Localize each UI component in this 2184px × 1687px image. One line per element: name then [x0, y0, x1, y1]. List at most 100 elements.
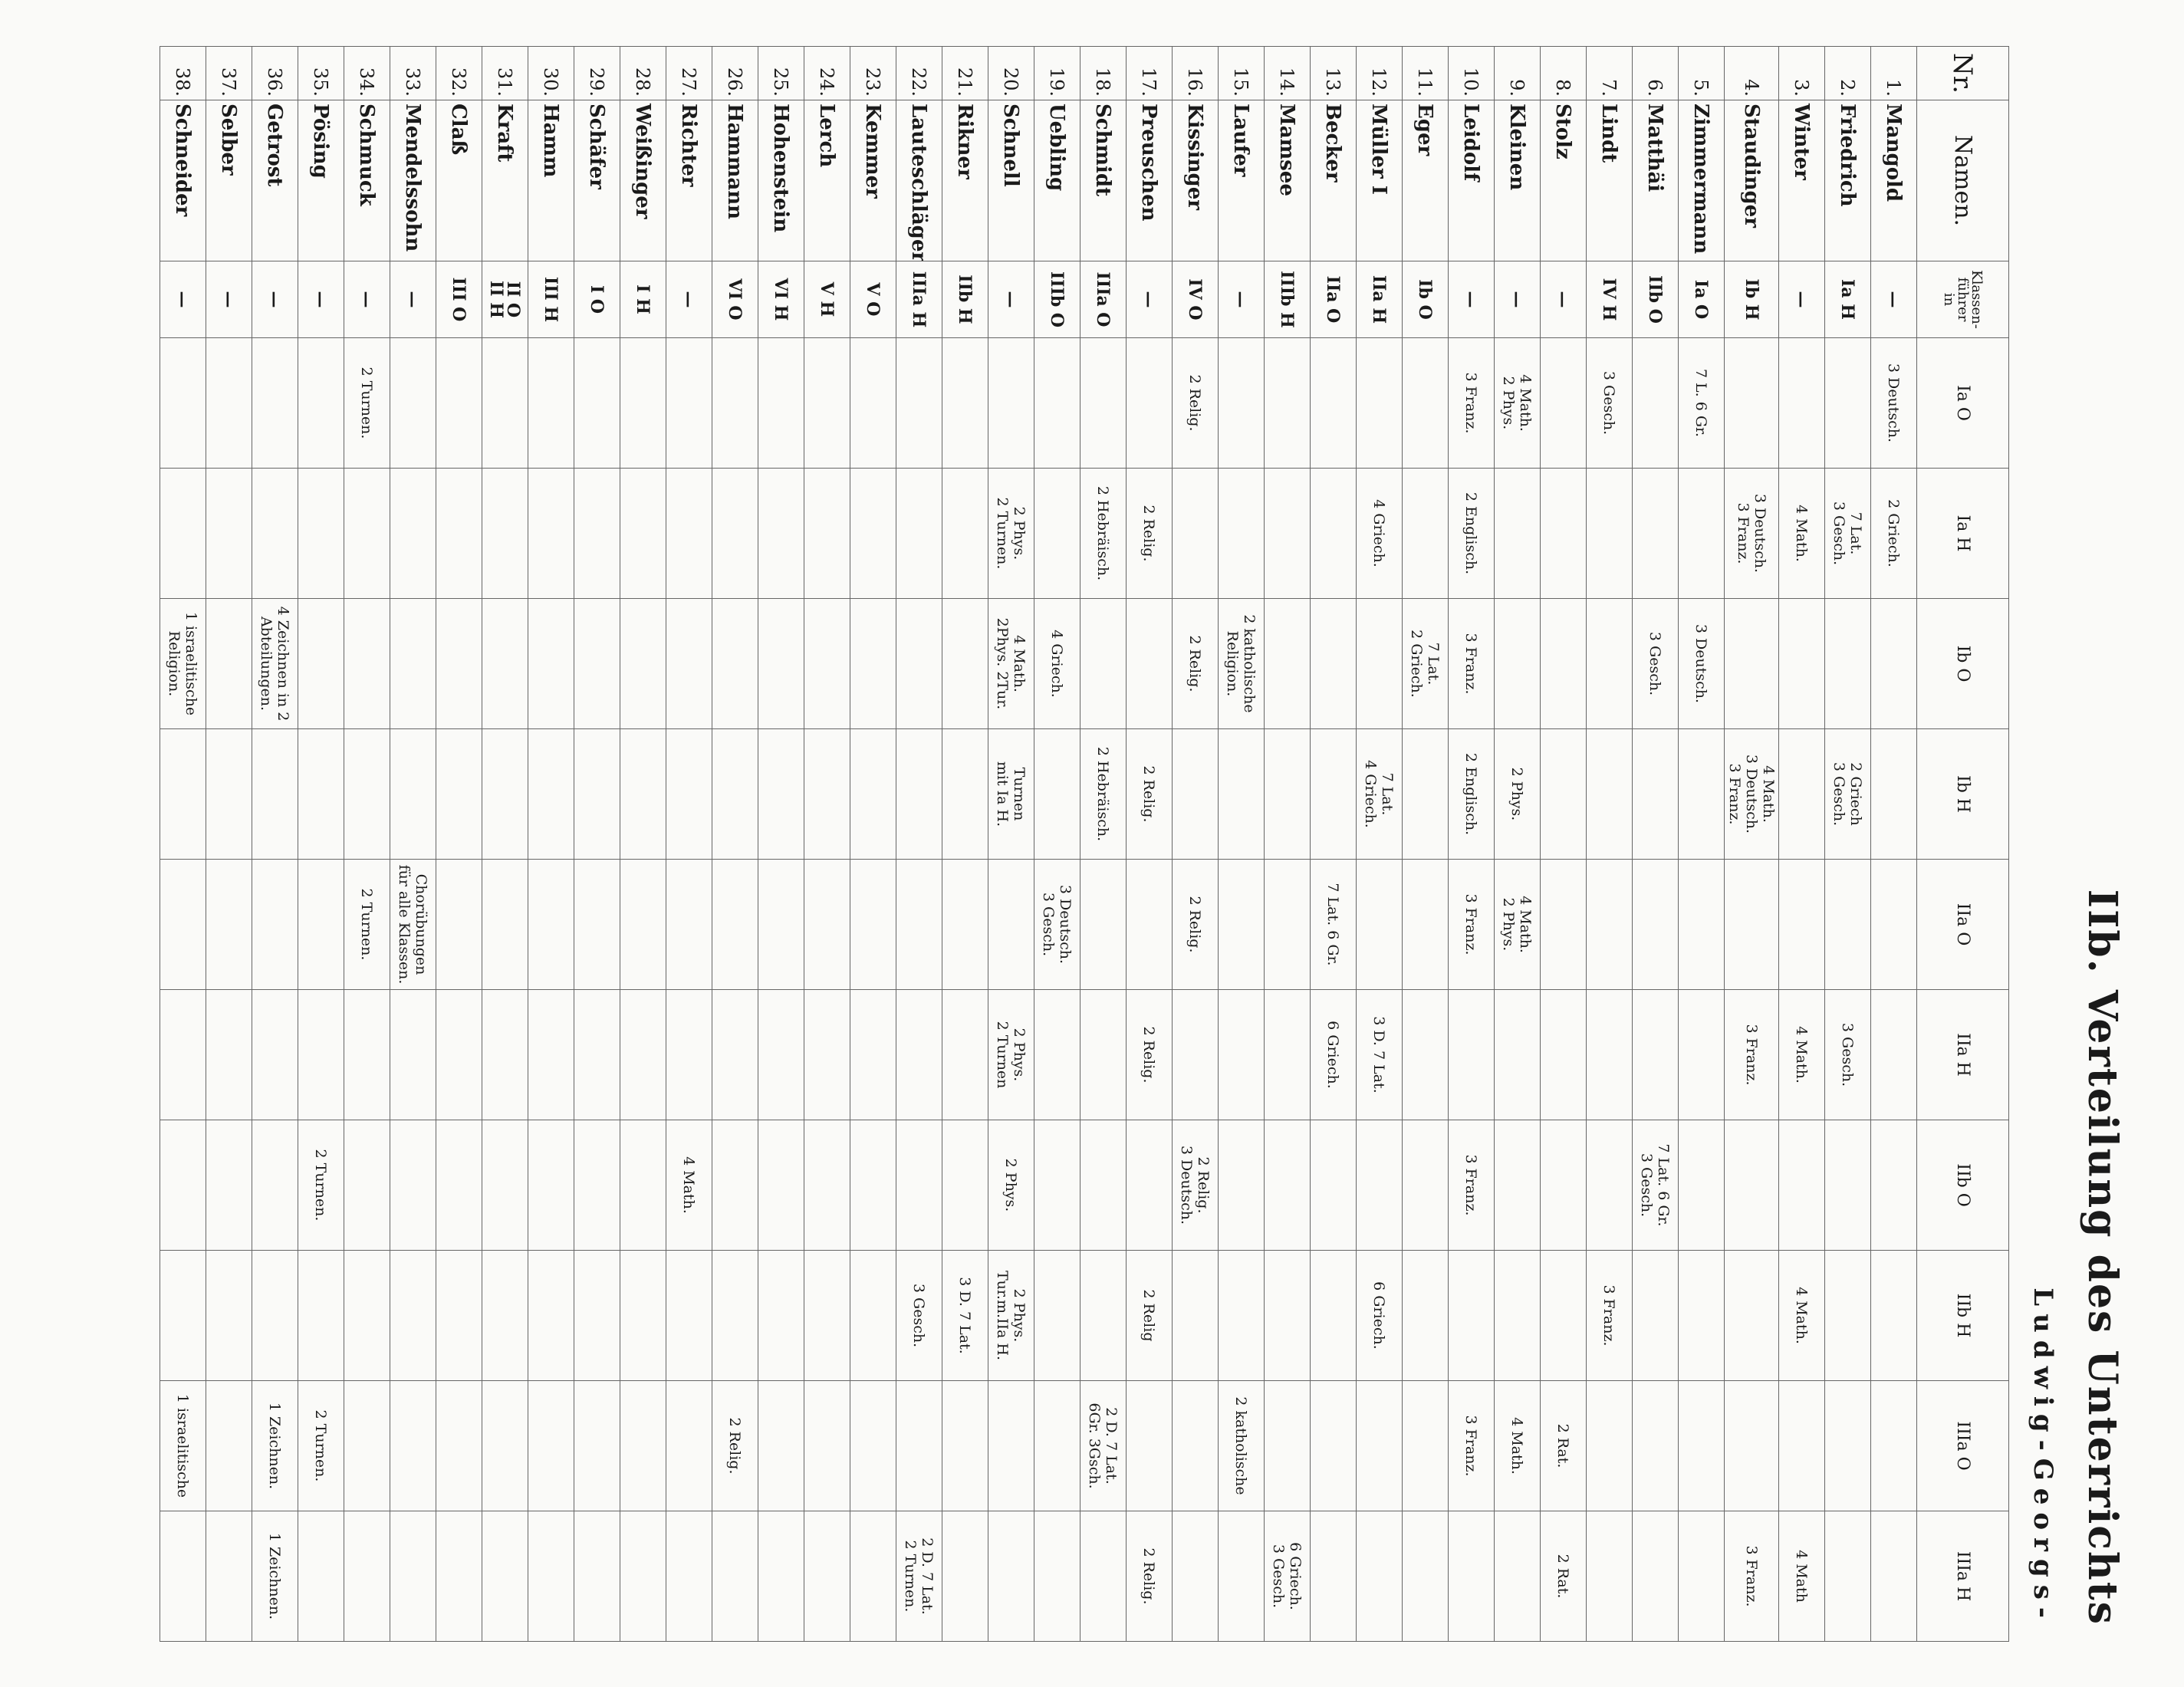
assignment-cell	[1540, 1120, 1587, 1251]
teacher-name: Stolz	[1540, 100, 1587, 261]
assignment-cell	[620, 728, 666, 860]
assignment-cell	[436, 1250, 482, 1381]
teacher-name: Mendelssohn	[390, 100, 436, 261]
assignment-cell	[298, 337, 344, 469]
row-number: 15.	[1218, 46, 1265, 100]
assignment-cell	[712, 337, 758, 469]
assignment-cell: 3 Gesch.	[896, 1250, 942, 1381]
assignment-cell	[482, 1250, 528, 1381]
assignment-cell	[1778, 1380, 1825, 1511]
klassenfuehrer-cell: —	[988, 261, 1034, 338]
assignment-cell	[850, 468, 896, 599]
assignment-cell: 2 Relig.	[1172, 337, 1219, 469]
assignment-cell	[1586, 1380, 1633, 1511]
assignment-cell: 2 Relig.	[1172, 598, 1219, 729]
klassenfuehrer-cell: IV O	[1172, 261, 1219, 338]
assignment-cell	[482, 1511, 528, 1642]
klassenfuehrer-cell: Ib O	[1402, 261, 1449, 338]
assignment-cell	[988, 337, 1034, 469]
assignment-cell	[252, 728, 298, 860]
klassenfuehrer-cell: —	[1778, 261, 1825, 338]
assignment-cell	[850, 989, 896, 1120]
assignment-cell	[1034, 1380, 1080, 1511]
assignment-cell	[1402, 337, 1449, 469]
assignment-cell	[666, 468, 712, 599]
assignment-cell	[160, 468, 206, 599]
assignment-cell	[1034, 337, 1080, 469]
assignment-cell	[160, 1511, 206, 1642]
table-row: 36. Getrost — 4 Zeichnen in 2 Abteilungen. 1…	[252, 46, 298, 1642]
assignment-cell	[666, 1380, 712, 1511]
assignment-cell	[206, 1380, 252, 1511]
row-number: 7.	[1586, 46, 1633, 100]
assignment-cell	[942, 1511, 988, 1642]
assignment-cell	[758, 337, 804, 469]
assignment-cell	[1632, 468, 1679, 599]
assignment-cell	[1356, 1511, 1403, 1642]
assignment-cell: 3 Franz.	[1448, 337, 1495, 469]
header-class: IIa H	[1916, 989, 2009, 1120]
assignment-cell	[1586, 728, 1633, 860]
table-row: 32. Claß III O	[436, 46, 482, 1642]
assignment-cell	[298, 598, 344, 729]
assignment-cell	[1678, 468, 1725, 599]
assignment-cell	[1870, 1511, 1917, 1642]
assignment-cell	[1586, 1120, 1633, 1251]
row-number: 23.	[850, 46, 896, 100]
assignment-cell: 2 Griech 3 Gesch.	[1824, 728, 1871, 860]
assignment-cell	[1034, 728, 1080, 860]
assignment-cell	[1356, 1380, 1403, 1511]
assignment-cell	[1034, 989, 1080, 1120]
table-row: 11. Eger Ib O 7 Lat. 2 Griech.	[1402, 46, 1449, 1642]
assignment-cell	[942, 598, 988, 729]
assignment-cell	[1632, 337, 1679, 469]
assignment-cell	[1778, 1120, 1825, 1251]
assignment-cell	[758, 1120, 804, 1251]
klassenfuehrer-cell: —	[252, 261, 298, 338]
assignment-cell	[1778, 728, 1825, 860]
page-title: IIb. Verteilung des Unterrichts	[2079, 889, 2126, 1626]
assignment-cell	[390, 468, 436, 599]
assignment-cell	[1678, 728, 1725, 860]
assignment-cell	[1586, 1511, 1633, 1642]
assignment-cell	[1264, 468, 1311, 599]
assignment-cell	[1034, 1511, 1080, 1642]
assignment-cell	[758, 728, 804, 860]
klassenfuehrer-cell: IIb O	[1632, 261, 1679, 338]
row-number: 13.	[1310, 46, 1357, 100]
assignment-cell	[1356, 337, 1403, 469]
assignment-cell: 3 D. 7 Lat.	[1356, 989, 1403, 1120]
assignment-cell	[160, 728, 206, 860]
assignment-cell	[1540, 728, 1587, 860]
row-number: 22.	[896, 46, 942, 100]
teacher-name: Lindt	[1586, 100, 1633, 261]
assignment-cell	[528, 1120, 574, 1251]
row-number: 31.	[482, 46, 528, 100]
assignment-cell: 2 katholische Religion.	[1218, 598, 1265, 729]
teacher-name: Lauteschläger	[896, 100, 942, 261]
assignment-cell	[1632, 989, 1679, 1120]
assignment-cell	[1126, 1380, 1173, 1511]
assignment-cell	[666, 337, 712, 469]
assignment-cell	[666, 598, 712, 729]
assignment-cell: 4 Math.	[1778, 468, 1825, 599]
klassenfuehrer-cell: —	[160, 261, 206, 338]
table-row: 26. Hammann VI O 2 Relig.	[712, 46, 758, 1642]
row-number: 5.	[1678, 46, 1725, 100]
teacher-name: Weißinger	[620, 100, 666, 261]
assignment-cell	[206, 468, 252, 599]
assignment-cell: 2 Turnen.	[298, 1120, 344, 1251]
assignment-cell	[390, 337, 436, 469]
assignment-cell: 2 Relig.	[1126, 468, 1173, 599]
table-row: 38. Schneider — 1 israelitische Religion. 1 …	[160, 46, 206, 1642]
assignment-cell	[1586, 598, 1633, 729]
teacher-name: Zimmermann	[1678, 100, 1725, 261]
teacher-name: Pösing	[298, 100, 344, 261]
assignment-cell	[252, 989, 298, 1120]
row-number: 19.	[1034, 46, 1080, 100]
teacher-name: Rikner	[942, 100, 988, 261]
assignment-cell	[344, 468, 390, 599]
assignment-cell	[1264, 1380, 1311, 1511]
assignment-cell	[712, 859, 758, 990]
assignment-cell: 4 Math	[1778, 1511, 1825, 1642]
